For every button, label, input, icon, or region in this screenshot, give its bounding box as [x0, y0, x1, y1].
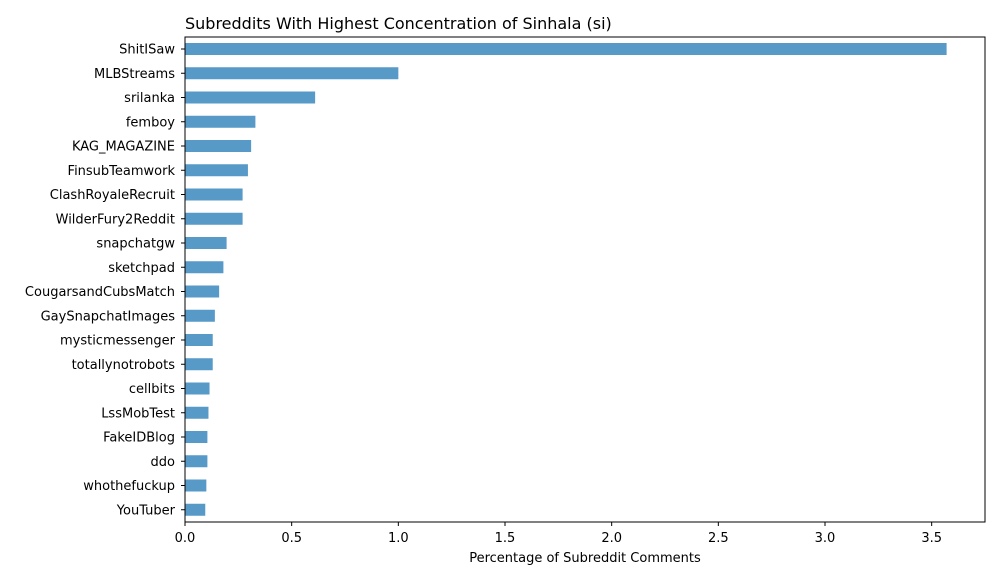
y-tick-label: totallynotrobots [72, 358, 176, 373]
x-axis: 0.0 0.5 1.0 1.5 2.0 2.5 3.0 3.5 [175, 522, 942, 546]
bar-cellbits [185, 382, 210, 395]
bar-whothefuckup [185, 479, 207, 492]
y-tick-label: snapchatgw [96, 237, 175, 252]
y-tick-label: femboy [126, 115, 175, 130]
y-tick-label: ddo [151, 455, 176, 470]
x-tick-label: 0.0 [175, 531, 196, 546]
bar-srilanka [185, 91, 316, 104]
bar-femboy [185, 115, 256, 128]
y-tick-label: YouTuber [116, 503, 176, 518]
bar-MLBStreams [185, 67, 399, 80]
bar-CougarsandCubsMatch [185, 285, 220, 298]
y-tick-label: ClashRoyaleRecruit [50, 188, 175, 203]
bar-GaySnapchatImages [185, 309, 215, 322]
y-tick-label: whothefuckup [83, 479, 175, 494]
x-tick-label: 3.0 [815, 531, 836, 546]
bar-mysticmessenger [185, 334, 213, 346]
y-axis: ShitISaw MLBStreams srilanka femboy KAG_MAGA… [25, 43, 185, 518]
y-tick-label: cellbits [129, 382, 175, 397]
chart-title: Subreddits With Highest Concentration of… [185, 14, 612, 33]
bar-snapchatgw [185, 237, 227, 249]
x-tick-label: 2.0 [601, 531, 622, 546]
bar-totallynotrobots [185, 358, 213, 371]
y-tick-label: MLBStreams [94, 67, 175, 82]
y-tick-label: KAG_MAGAZINE [72, 140, 175, 155]
x-tick-label: 1.5 [495, 531, 516, 546]
plot-border [184, 36, 986, 523]
bar-sketchpad [185, 261, 224, 274]
bar-ClashRoyaleRecruit [185, 188, 243, 201]
y-tick-label: CougarsandCubsMatch [25, 285, 175, 300]
bar-YouTuber [185, 503, 206, 516]
bar-FakeIDBlog [185, 431, 208, 443]
x-axis-label: Percentage of Subreddit Comments [469, 551, 701, 566]
plot-frame [184, 36, 986, 523]
y-tick-label: LssMobTest [101, 406, 175, 421]
x-tick-label: 1.0 [388, 531, 409, 546]
bar-KAG_MAGAZINE [185, 140, 252, 152]
y-tick-label: GaySnapchatImages [41, 309, 176, 324]
y-tick-label: srilanka [124, 91, 175, 106]
y-tick-label: mysticmessenger [60, 334, 176, 349]
y-tick-label: WilderFury2Reddit [56, 212, 175, 227]
bar-WilderFury2Reddit [185, 212, 243, 225]
bar-LssMobTest [185, 406, 209, 419]
y-tick-label: FakeIDBlog [103, 431, 175, 446]
bar-ShitISaw [185, 43, 947, 55]
bar-ddo [185, 455, 208, 468]
y-tick-label: sketchpad [108, 261, 175, 276]
x-tick-label: 3.5 [921, 531, 942, 546]
y-tick-label: ShitISaw [119, 43, 175, 58]
x-tick-label: 0.5 [281, 531, 302, 546]
bars-group [185, 43, 947, 516]
y-tick-label: FinsubTeamwork [68, 164, 176, 179]
x-tick-label: 2.5 [708, 531, 729, 546]
bar-FinsubTeamwork [185, 164, 248, 177]
